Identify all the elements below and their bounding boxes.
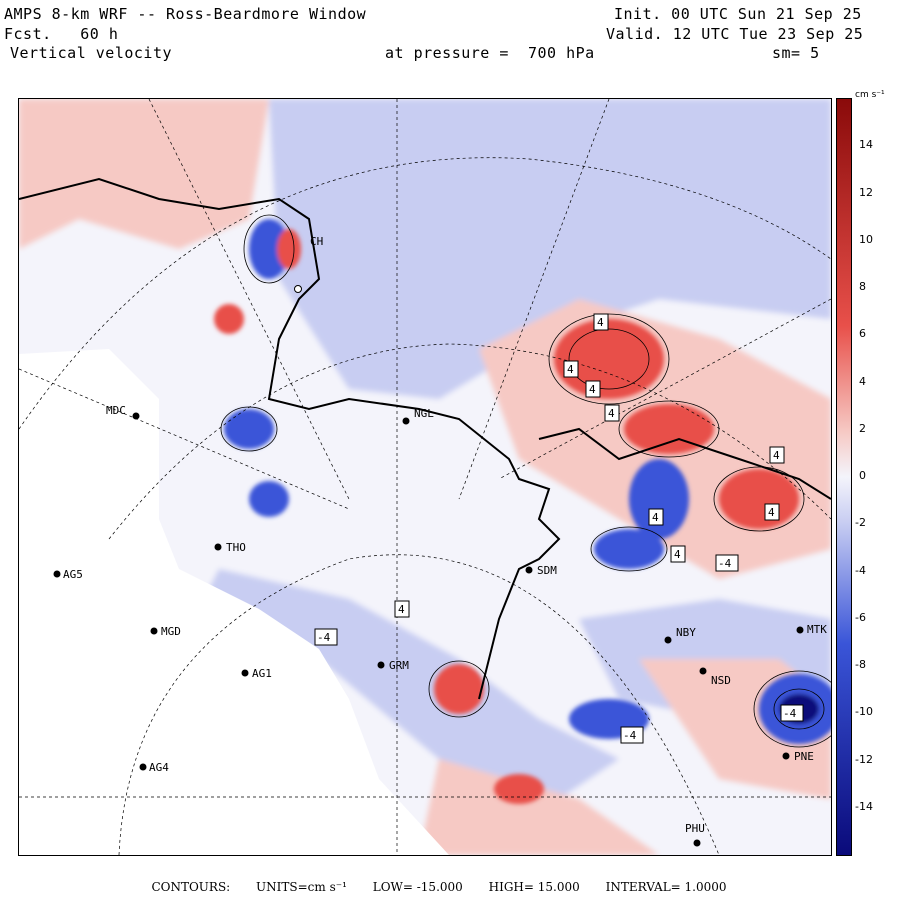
svg-text:NBY: NBY (676, 626, 696, 639)
svg-text:MGD: MGD (161, 625, 181, 638)
station-sdm[interactable]: SDM (525, 564, 558, 577)
svg-text:NGL: NGL (414, 407, 434, 420)
contour-label: -4 (783, 707, 797, 720)
svg-text:CH: CH (310, 235, 323, 248)
svg-text:AG5: AG5 (63, 568, 83, 581)
svg-text:GRM: GRM (389, 659, 409, 672)
contour-label: 4 (652, 511, 659, 524)
pink-field-north (19, 99, 269, 249)
colorbar-tick: 14 (859, 138, 873, 152)
map-panel[interactable]: 4 4 4 4 4 4 4 4 4 -4 -4 -4 -4 MDC NGL TH… (18, 98, 832, 856)
polar-plateau (19, 349, 449, 855)
coastline (19, 177, 831, 700)
svg-text:THO: THO (226, 541, 246, 554)
colorbar-tick: -14 (855, 799, 873, 813)
colorbar-tick: 10 (859, 232, 873, 246)
colorbar-units: cm s⁻¹ (855, 90, 885, 100)
station-nby[interactable]: NBY (664, 626, 697, 644)
svg-text:AG1: AG1 (252, 667, 272, 680)
svg-text:MDC: MDC (106, 404, 126, 417)
colorbar-tick: 8 (859, 280, 866, 293)
svg-text:PNE: PNE (794, 750, 814, 763)
contour-lines (220, 214, 831, 748)
contour-label: 4 (398, 603, 405, 616)
contour-label: 4 (773, 449, 780, 462)
contour-label: -4 (317, 631, 331, 644)
footer-interval: INTERVAL= 1.0000 (605, 880, 727, 894)
station-mtk[interactable]: MTK (796, 623, 828, 636)
colorbar (836, 98, 852, 856)
vertical-velocity-map: 4 4 4 4 4 4 4 4 4 -4 -4 -4 -4 MDC NGL TH… (19, 99, 831, 855)
station-grm[interactable]: GRM (377, 659, 410, 672)
footer-high: HIGH= 15.000 (488, 880, 580, 894)
colorbar-tick: 2 (859, 421, 866, 435)
svg-text:NSD: NSD (711, 674, 731, 687)
station-nsd[interactable]: NSD (699, 667, 731, 688)
station-tho[interactable]: THO (214, 541, 246, 554)
contour-label: 4 (589, 383, 596, 396)
colorbar-tick: -2 (855, 516, 866, 530)
colorbar-tick: -4 (855, 563, 866, 577)
pressure-level: at pressure = 700 hPa (385, 44, 595, 62)
station-ch[interactable]: CH (294, 235, 324, 293)
contour-info: CONTOURS: UNITS=cm s⁻¹ LOW= -15.000 HIGH… (0, 880, 900, 894)
colorbar-tick: 6 (859, 327, 866, 341)
station-mdc[interactable]: MDC (106, 404, 140, 420)
contour-label: -4 (718, 557, 732, 570)
contour-value-labels: 4 4 4 4 4 4 4 4 4 -4 -4 -4 -4 (314, 313, 804, 744)
colorbar-tick: -6 (855, 610, 866, 624)
station-mgd[interactable]: MGD (150, 625, 181, 638)
colorbar-tick: 0 (859, 469, 866, 482)
init-time: Init. 00 UTC Sun 21 Sep 25 (614, 5, 862, 23)
pink-field-bottom (419, 759, 659, 855)
svg-text:AG4: AG4 (149, 761, 169, 774)
graticule (19, 99, 831, 855)
contour-label: 4 (674, 548, 681, 561)
colorbar-tick: 12 (859, 185, 873, 199)
footer-contours: CONTOURS: (151, 880, 231, 894)
colorbar-tick: -8 (855, 658, 866, 671)
svg-text:PHU: PHU (685, 822, 705, 835)
blue-field-upper (269, 99, 831, 399)
footer-units: UNITS=cm s⁻¹ (256, 880, 347, 894)
station-pne[interactable]: PNE (782, 750, 814, 763)
colorbar-tick: -10 (855, 705, 873, 719)
svg-text:SDM: SDM (537, 564, 557, 577)
contour-label: 4 (567, 363, 574, 376)
stations: MDC NGL THO AG5 MGD AG1 AG4 SDM GRM NBY … (53, 235, 828, 847)
contour-label: 4 (768, 506, 775, 519)
contour-label: 4 (608, 407, 615, 420)
station-ngl[interactable]: NGL (402, 407, 435, 425)
contour-label: -4 (623, 729, 637, 742)
blue-field-south (199, 569, 619, 799)
forecast-hour: Fcst. 60 h (4, 25, 119, 43)
variable-name: Vertical velocity (10, 44, 173, 62)
colorbar-tick: 4 (859, 374, 866, 388)
station-ag5[interactable]: AG5 (53, 568, 83, 581)
map-title: AMPS 8-km WRF -- Ross-Beardmore Window (4, 5, 367, 23)
contour-label: 4 (597, 316, 604, 329)
valid-time: Valid. 12 UTC Tue 23 Sep 25 (606, 25, 864, 43)
svg-text:MTK: MTK (807, 623, 827, 636)
station-phu[interactable]: PHU (685, 822, 705, 847)
colorbar-tick-labels: 14 12 10 8 6 4 2 0 -2 -4 -6 -8 -10 -12 -14 (855, 98, 900, 854)
colorbar-tick: -12 (855, 752, 873, 766)
station-ag4[interactable]: AG4 (139, 761, 170, 774)
smoothing-value: sm= 5 (772, 44, 820, 62)
station-ag1[interactable]: AG1 (241, 667, 272, 680)
footer-low: LOW= -15.000 (372, 880, 463, 894)
